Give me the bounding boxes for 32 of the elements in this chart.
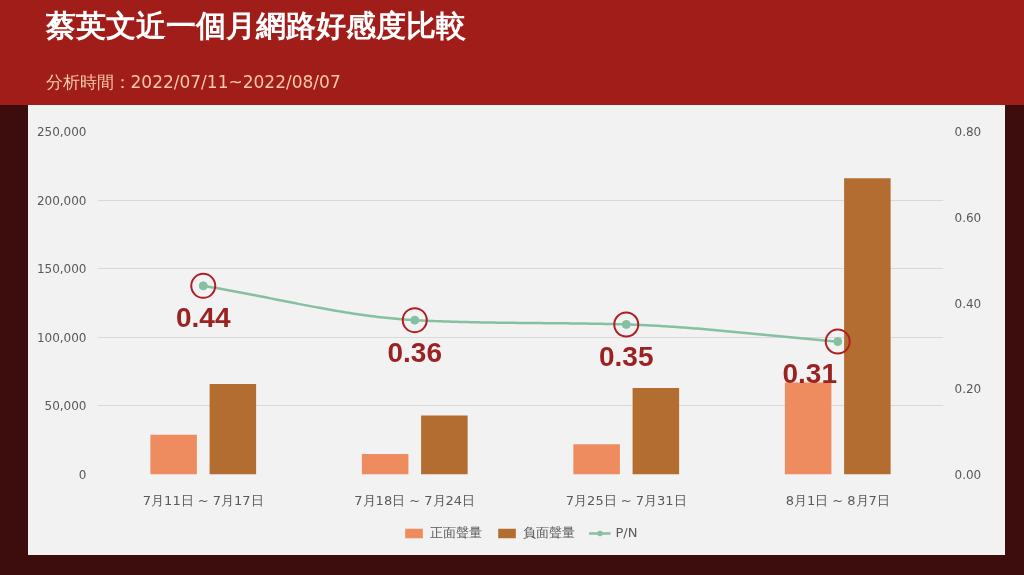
y2-tick-label: 0.40	[954, 296, 982, 311]
bar	[844, 178, 891, 475]
y-tick-label: 0	[78, 468, 87, 482]
y-tick-label: 150,000	[36, 262, 87, 277]
y2-tick-label: 0.60	[954, 210, 982, 225]
x-tick-label: 7月18日 ~ 7月24日	[354, 492, 476, 508]
x-tick-label: 7月11日 ~ 7月17日	[142, 492, 264, 508]
bar	[150, 434, 197, 475]
chart-title: 蔡英文近一個月網路好感度比較	[44, 7, 466, 43]
bar	[361, 453, 409, 475]
y-tick-label: 200,000	[36, 193, 87, 208]
bar	[632, 388, 680, 475]
data-label: 0.36	[387, 336, 442, 368]
legend-label: P/N	[615, 525, 638, 540]
bar	[573, 444, 620, 475]
x-tick-label: 7月25日 ~ 7月31日	[565, 492, 687, 508]
bar	[209, 383, 257, 475]
x-tick-label: 8月1日 ~ 8月7日	[785, 492, 890, 508]
y-tick-label: 250,000	[36, 125, 87, 139]
y-tick-label: 100,000	[36, 330, 87, 345]
chart-subtitle: 分析時間：2022/07/11~2022/08/07	[45, 71, 341, 92]
y2-tick-label: 0.00	[954, 468, 982, 482]
legend-label: 正面聲量	[429, 523, 482, 542]
data-label: 0.35	[599, 340, 654, 372]
bar	[784, 382, 832, 475]
y2-tick-label: 0.20	[954, 382, 982, 397]
legend-label: 負面聲量	[522, 523, 575, 542]
y2-tick-label: 0.80	[954, 125, 982, 139]
data-label: 0.31	[782, 358, 837, 390]
bar	[421, 415, 468, 475]
data-label: 0.44	[176, 302, 231, 334]
y-tick-label: 50,000	[44, 399, 87, 414]
